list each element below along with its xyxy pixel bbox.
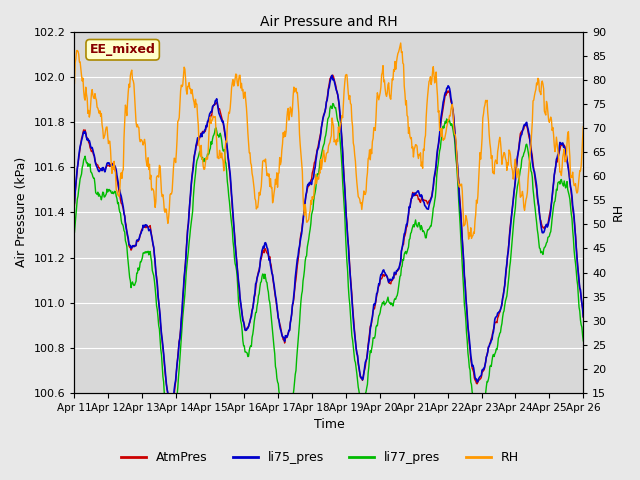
Title: Air Pressure and RH: Air Pressure and RH <box>260 15 397 29</box>
Text: EE_mixed: EE_mixed <box>90 43 156 56</box>
Y-axis label: Air Pressure (kPa): Air Pressure (kPa) <box>15 157 28 267</box>
Y-axis label: RH: RH <box>612 203 625 221</box>
X-axis label: Time: Time <box>314 419 344 432</box>
Legend: AtmPres, li75_pres, li77_pres, RH: AtmPres, li75_pres, li77_pres, RH <box>116 446 524 469</box>
